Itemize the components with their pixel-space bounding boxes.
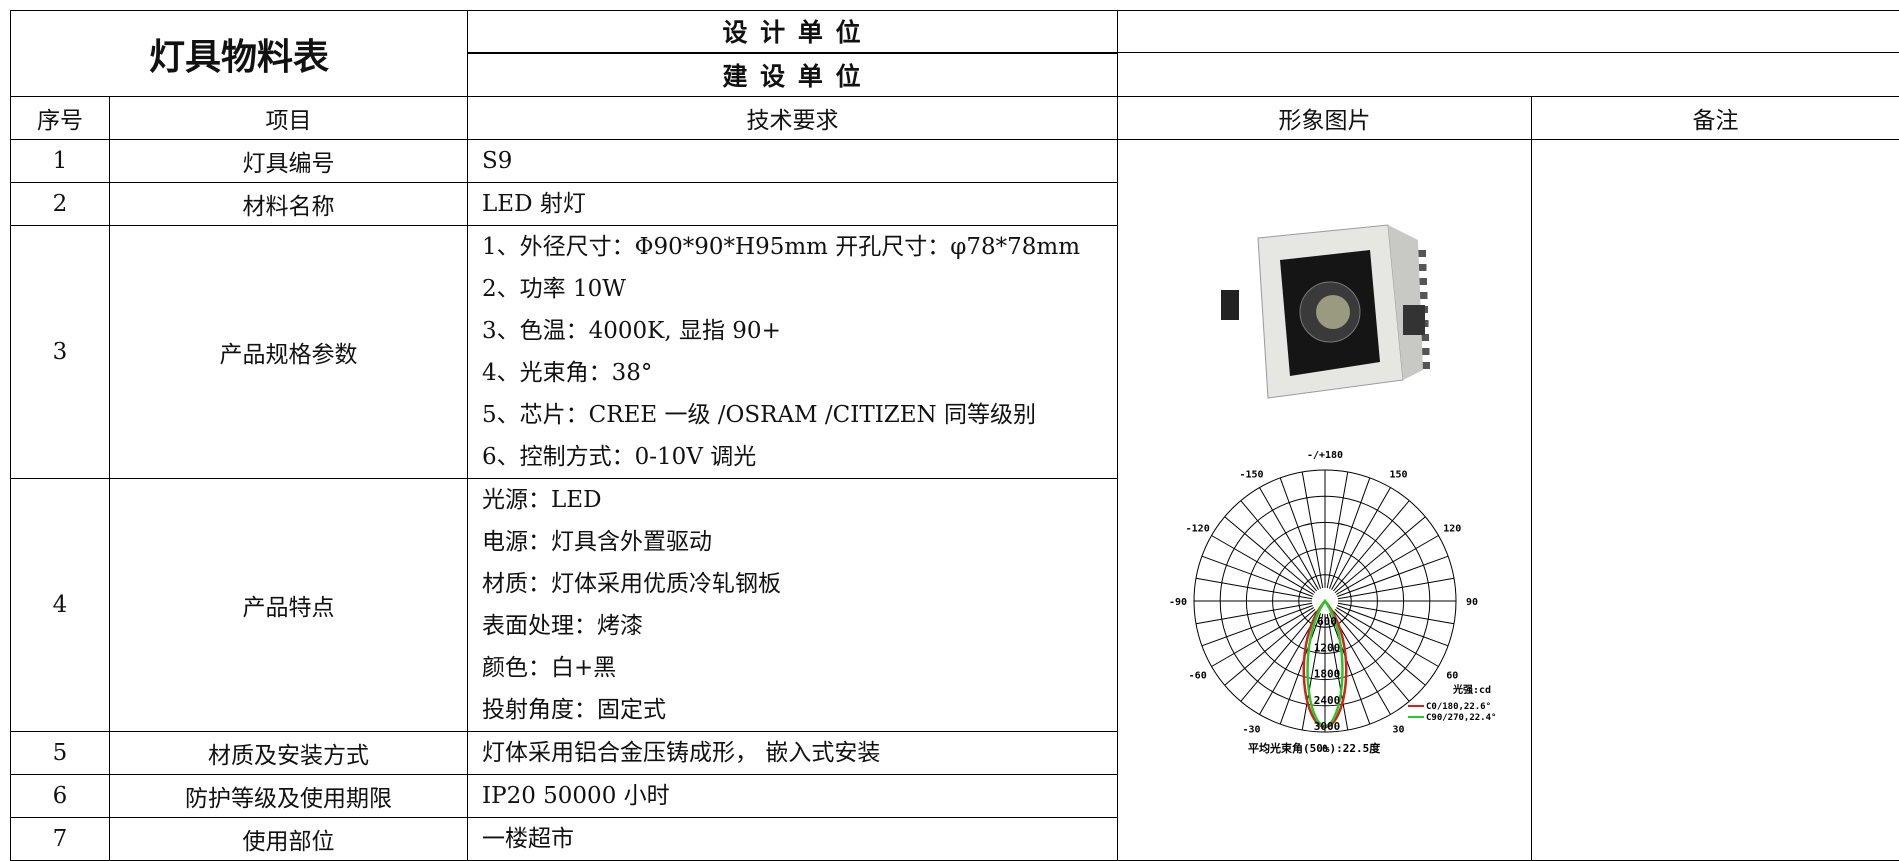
spec-line: 材质：灯体采用优质冷轧钢板 bbox=[482, 563, 1117, 605]
spec-line: 6、控制方式：0-10V 调光 bbox=[482, 436, 1117, 478]
polar-caption: 平均光束角(50%):22.5度 bbox=[1248, 741, 1381, 755]
row-item: 产品特点 bbox=[110, 479, 468, 732]
clip-left bbox=[1221, 290, 1239, 320]
angle-label: -60 bbox=[1189, 671, 1207, 682]
row-item: 材料名称 bbox=[110, 183, 468, 226]
intensity-label: 600 bbox=[1317, 615, 1337, 628]
build-unit-value bbox=[1118, 53, 1899, 97]
unit-label: 光强:cd bbox=[1452, 683, 1491, 696]
angle-label: -30 bbox=[1242, 724, 1260, 735]
angle-label: 90 bbox=[1466, 597, 1478, 608]
polar-spoke bbox=[1196, 578, 1312, 598]
spec-line: IP20 50000 小时 bbox=[482, 775, 1117, 817]
intensity-label: 1200 bbox=[1314, 641, 1341, 654]
title: 灯具物料表 bbox=[11, 11, 468, 97]
spec-line: 光源：LED bbox=[482, 479, 1117, 521]
angle-label: 120 bbox=[1443, 524, 1461, 535]
image-figure: -/+1801501209060300-30-60-90-120-1506001… bbox=[1118, 140, 1532, 852]
intensity-label: 1800 bbox=[1314, 668, 1341, 681]
row-number: 4 bbox=[11, 479, 110, 732]
column-header: 序号 bbox=[11, 97, 110, 140]
row-number: 6 bbox=[11, 775, 110, 818]
angle-label: -90 bbox=[1169, 597, 1187, 608]
product-photo bbox=[1221, 225, 1430, 398]
row-spec: LED 射灯 bbox=[468, 183, 1118, 226]
column-header: 形象图片 bbox=[1118, 97, 1532, 140]
intensity-label: 2400 bbox=[1314, 694, 1341, 707]
legend-label: C0/180,22.6° bbox=[1426, 702, 1491, 712]
row-spec: IP20 50000 小时 bbox=[468, 775, 1118, 818]
connector bbox=[1403, 305, 1425, 335]
column-header: 备注 bbox=[1532, 97, 1899, 140]
angle-label: -120 bbox=[1186, 524, 1210, 535]
angle-label: 150 bbox=[1389, 470, 1407, 481]
build-unit: 建 设 单 位 bbox=[468, 53, 1118, 97]
spec-line: 4、光束角：38° bbox=[482, 352, 1117, 394]
row-item: 材质及安装方式 bbox=[110, 732, 468, 775]
row-number: 7 bbox=[11, 818, 110, 861]
design-unit-value bbox=[1118, 11, 1899, 53]
angle-label: 60 bbox=[1446, 671, 1458, 682]
polar-spoke bbox=[1196, 603, 1312, 623]
row-number: 3 bbox=[11, 226, 110, 479]
spec-line: 5、芯片：CREE 一级 /OSRAM /CITIZEN 同等级别 bbox=[482, 394, 1117, 436]
intensity-label: 3000 bbox=[1314, 720, 1341, 733]
row-spec: 灯体采用铝合金压铸成形， 嵌入式安装 bbox=[468, 732, 1118, 775]
spec-line: 3、色温：4000K, 显指 90+ bbox=[482, 310, 1117, 352]
row-number: 2 bbox=[11, 183, 110, 226]
spec-line: 电源：灯具含外置驱动 bbox=[482, 521, 1117, 563]
polar-spoke bbox=[1302, 472, 1322, 588]
row-spec: S9 bbox=[468, 140, 1118, 183]
lamp-led bbox=[1316, 295, 1350, 329]
row-item: 产品规格参数 bbox=[110, 226, 468, 479]
angle-label: 30 bbox=[1392, 724, 1404, 735]
angle-label: -150 bbox=[1239, 470, 1263, 481]
spec-line: 灯体采用铝合金压铸成形， 嵌入式安装 bbox=[482, 732, 1117, 774]
column-header: 技术要求 bbox=[468, 97, 1118, 140]
spec-line: 1、外径尺寸：Φ90*90*H95mm 开孔尺寸：φ78*78mm bbox=[482, 226, 1117, 268]
polar-spoke bbox=[1338, 578, 1454, 598]
row-number: 5 bbox=[11, 732, 110, 775]
polar-diagram: -/+1801501209060300-30-60-90-120-1506001… bbox=[1169, 450, 1496, 755]
row-item: 使用部位 bbox=[110, 818, 468, 861]
column-header: 项目 bbox=[110, 97, 468, 140]
design-unit: 设 计 单 位 bbox=[468, 11, 1118, 53]
spec-line: 2、功率 10W bbox=[482, 268, 1117, 310]
spec-line: LED 射灯 bbox=[482, 183, 1117, 225]
legend-label: C90/270,22.4° bbox=[1426, 713, 1496, 723]
row-item: 灯具编号 bbox=[110, 140, 468, 183]
row-spec: 一楼超市 bbox=[468, 818, 1118, 861]
polar-spoke bbox=[1327, 472, 1347, 588]
spec-line: S9 bbox=[482, 140, 1117, 182]
row-number: 1 bbox=[11, 140, 110, 183]
angle-label: -/+180 bbox=[1307, 450, 1343, 461]
remark-cell bbox=[1532, 140, 1899, 861]
polar-spoke bbox=[1338, 603, 1454, 623]
spec-line: 投射角度：固定式 bbox=[482, 689, 1117, 731]
row-item: 防护等级及使用期限 bbox=[110, 775, 468, 818]
spec-line: 颜色：白+黑 bbox=[482, 647, 1117, 689]
spec-line: 表面处理：烤漆 bbox=[482, 605, 1117, 647]
